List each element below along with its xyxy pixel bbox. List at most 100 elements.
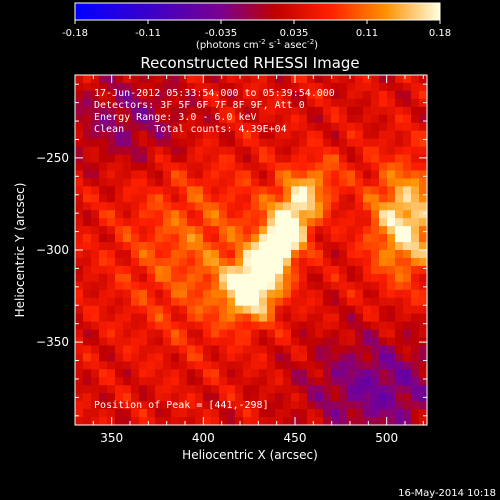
heatmap-cell bbox=[267, 98, 276, 108]
heatmap-cell bbox=[83, 337, 92, 347]
heatmap-cell bbox=[75, 257, 84, 267]
heatmap-cell bbox=[123, 234, 132, 243]
heatmap-cell bbox=[235, 409, 244, 418]
heatmap-cell bbox=[179, 170, 188, 179]
heatmap-cell bbox=[227, 154, 236, 164]
heatmap-cell bbox=[163, 281, 172, 291]
heatmap-cell bbox=[315, 202, 324, 211]
heatmap-cell bbox=[259, 194, 268, 203]
heatmap-cell bbox=[387, 234, 396, 243]
heatmap-cell bbox=[259, 265, 268, 275]
heatmap-cell bbox=[131, 130, 140, 140]
heatmap-cell bbox=[195, 138, 204, 148]
heatmap-cell bbox=[211, 345, 220, 354]
footer-date: 16-May-2014 10:18 bbox=[398, 488, 496, 499]
heatmap-cell bbox=[251, 178, 260, 187]
heatmap-cell bbox=[283, 393, 292, 402]
heatmap-cell bbox=[75, 417, 84, 426]
heatmap-cell bbox=[243, 218, 252, 227]
heatmap-cell bbox=[139, 289, 148, 299]
heatmap-cell bbox=[371, 202, 380, 211]
annotation-total-counts: Clean Total counts: 4.39E+04 bbox=[94, 124, 287, 135]
heatmap-cell bbox=[83, 257, 92, 267]
heatmap-cell bbox=[267, 305, 276, 315]
heatmap-cell bbox=[83, 234, 92, 243]
heatmap-cell bbox=[315, 138, 324, 148]
heatmap-cell bbox=[163, 218, 172, 227]
heatmap-cell bbox=[395, 369, 404, 378]
heatmap-cell bbox=[91, 281, 100, 291]
heatmap-cell bbox=[347, 385, 356, 394]
heatmap-cell bbox=[227, 186, 236, 195]
heatmap-cell bbox=[291, 361, 300, 370]
heatmap-cell bbox=[219, 98, 228, 108]
heatmap-cell bbox=[155, 393, 164, 402]
heatmap-cell bbox=[147, 377, 156, 386]
heatmap-cell bbox=[379, 75, 388, 84]
heatmap-cell bbox=[259, 250, 268, 259]
heatmap-cell bbox=[379, 242, 388, 251]
heatmap-cell bbox=[179, 162, 188, 172]
heatmap-cell bbox=[403, 369, 412, 378]
heatmap-cell bbox=[419, 194, 428, 203]
heatmap-cell bbox=[195, 122, 204, 132]
heatmap-cell bbox=[403, 154, 412, 164]
heatmap-cell bbox=[283, 297, 292, 307]
annotation-energy-range: Energy Range: 3.0 - 6.0 keV bbox=[94, 112, 257, 123]
heatmap-cell bbox=[219, 257, 228, 267]
heatmap-cell bbox=[227, 257, 236, 267]
heatmap-cell bbox=[315, 170, 324, 179]
heatmap-cell bbox=[267, 82, 276, 92]
heatmap-cell bbox=[211, 297, 220, 307]
heatmap-cell bbox=[139, 273, 148, 283]
heatmap-cell bbox=[307, 218, 316, 227]
heatmap-cell bbox=[267, 138, 276, 148]
heatmap-cell bbox=[395, 122, 404, 132]
heatmap-cell bbox=[195, 186, 204, 195]
heatmap-cell bbox=[419, 146, 428, 156]
heatmap-cell bbox=[331, 178, 340, 187]
heatmap-cell bbox=[315, 401, 324, 410]
heatmap-cell bbox=[291, 377, 300, 386]
heatmap-cell bbox=[411, 98, 420, 108]
heatmap-cell bbox=[379, 273, 388, 283]
heatmap-cell bbox=[259, 337, 268, 347]
heatmap-cell bbox=[171, 265, 180, 275]
heatmap-cell bbox=[179, 114, 188, 124]
heatmap-cell bbox=[307, 146, 316, 156]
heatmap-cell bbox=[371, 281, 380, 291]
heatmap-cell bbox=[75, 361, 84, 370]
heatmap-cell bbox=[299, 186, 308, 195]
heatmap-cell bbox=[147, 82, 156, 92]
heatmap-cell bbox=[243, 257, 252, 267]
heatmap-cell bbox=[251, 313, 260, 323]
heatmap-cell bbox=[243, 114, 252, 124]
heatmap-cell bbox=[179, 337, 188, 347]
heatmap-cell bbox=[131, 122, 140, 132]
heatmap-cell bbox=[419, 106, 428, 116]
heatmap-cell bbox=[275, 146, 284, 156]
heatmap-cell bbox=[211, 242, 220, 251]
heatmap-cell bbox=[275, 218, 284, 227]
heatmap-cell bbox=[179, 146, 188, 156]
heatmap-cell bbox=[163, 417, 172, 426]
heatmap-cell bbox=[379, 146, 388, 156]
heatmap-cell bbox=[331, 146, 340, 156]
heatmap-cell bbox=[275, 361, 284, 370]
heatmap-cell bbox=[147, 98, 156, 108]
heatmap-cell bbox=[227, 377, 236, 386]
heatmap-cell bbox=[235, 369, 244, 378]
heatmap-cell bbox=[83, 321, 92, 331]
heatmap-cell bbox=[339, 409, 348, 418]
heatmap-cell bbox=[179, 90, 188, 100]
heatmap-cell bbox=[371, 106, 380, 116]
heatmap-cell bbox=[323, 281, 332, 291]
heatmap-cell bbox=[291, 218, 300, 227]
heatmap-cell bbox=[299, 170, 308, 179]
heatmap-cell bbox=[163, 210, 172, 219]
heatmap-cell bbox=[147, 106, 156, 116]
heatmap-cell bbox=[83, 218, 92, 227]
heatmap-cell bbox=[387, 377, 396, 386]
heatmap-cell bbox=[139, 257, 148, 267]
heatmap-cell bbox=[251, 273, 260, 283]
